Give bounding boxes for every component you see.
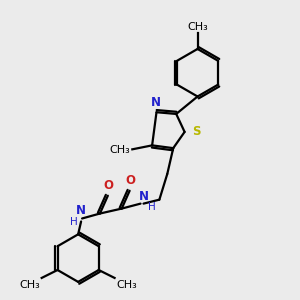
Text: H: H [70, 218, 78, 227]
Text: O: O [104, 179, 114, 192]
Text: CH₃: CH₃ [19, 280, 40, 290]
Text: CH₃: CH₃ [110, 145, 130, 155]
Text: N: N [151, 96, 160, 109]
Text: H: H [148, 202, 155, 212]
Text: CH₃: CH₃ [187, 22, 208, 32]
Text: S: S [193, 125, 201, 138]
Text: O: O [126, 174, 136, 187]
Text: CH₃: CH₃ [116, 280, 137, 290]
Text: N: N [139, 190, 148, 202]
Text: N: N [76, 205, 86, 218]
